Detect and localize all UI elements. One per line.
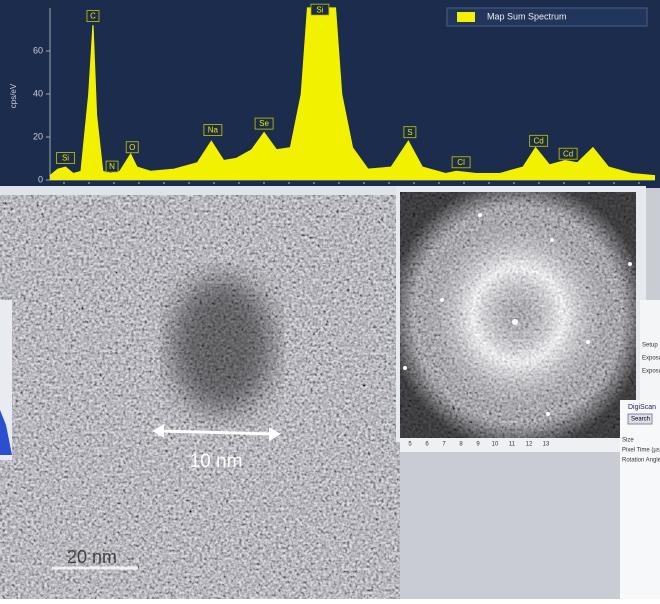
peak-label-box — [86, 10, 100, 22]
legend-label: Map Sum Spectrum — [487, 11, 567, 21]
fft-tick-label: 6 — [425, 442, 429, 448]
y-tick-label: 60 — [33, 45, 43, 55]
x-dot — [413, 182, 415, 184]
x-dot — [438, 182, 440, 184]
peak-label-box — [403, 126, 417, 139]
fft-tick-label: 7 — [442, 442, 446, 448]
panel-field: Exposure — [642, 369, 660, 375]
x-dot — [88, 182, 90, 184]
x-dot — [488, 182, 490, 184]
fft-spots — [403, 213, 632, 416]
nanoparticle — [170, 277, 274, 413]
peak-label: Cd — [563, 149, 573, 158]
peak-label: Cl — [457, 158, 465, 167]
peak-label-box — [529, 134, 549, 147]
fft-tick-label: 9 — [476, 442, 480, 448]
tem-shade — [0, 195, 400, 599]
peak-label-box — [125, 141, 139, 154]
scale-label: 10 nm — [190, 451, 243, 472]
fft-axis-bar — [400, 438, 636, 452]
x-dot — [588, 182, 590, 184]
panel-field: Size — [622, 438, 634, 444]
x-dot — [513, 182, 515, 184]
peak-label-box — [105, 160, 119, 173]
scale-arrow — [152, 424, 281, 441]
peak-label-box — [56, 152, 75, 164]
x-dot — [138, 182, 140, 184]
legend-box — [446, 7, 648, 27]
x-dot — [613, 182, 615, 184]
panel-field: Exposure — [642, 356, 660, 362]
x-dot — [338, 182, 340, 184]
y-tick-label: 40 — [33, 88, 43, 98]
peak-label: Si — [62, 154, 69, 163]
panel-field: Rotation Angle — [622, 458, 660, 464]
x-dot — [388, 182, 390, 184]
left-plot — [0, 410, 12, 455]
peak-label-box — [310, 3, 330, 16]
x-dot — [263, 182, 265, 184]
peak-label: O — [129, 143, 135, 152]
peak-label: S — [407, 128, 412, 137]
x-dot — [563, 182, 565, 184]
fft-tick-label: 13 — [543, 442, 550, 448]
fft-tick-label: 5 — [408, 442, 412, 448]
fft-tick-label: 10 — [492, 442, 499, 448]
peak-label: Se — [259, 119, 269, 128]
search-button[interactable] — [627, 413, 653, 425]
x-dot — [113, 182, 115, 184]
fft-axis: 5 6 7 8 9 10 11 12 13 — [408, 442, 550, 448]
y-tick-label: 0 — [38, 174, 43, 184]
peak-label: C — [90, 12, 96, 21]
y-axis-label: cps/eV — [9, 83, 18, 108]
x-dot — [163, 182, 165, 184]
peak-label: N — [109, 162, 115, 171]
peak-label-box — [558, 147, 578, 160]
scale-text: 20 nm — [67, 547, 117, 567]
panel-field: Pixel Time (µs) — [622, 448, 660, 454]
x-dot — [188, 182, 190, 184]
x-dot — [538, 182, 540, 184]
peak-label: Cd — [534, 136, 544, 145]
x-dot — [638, 182, 640, 184]
digiscan-panel — [620, 400, 660, 599]
panel-field: Setup — [642, 343, 658, 349]
x-dot — [463, 182, 465, 184]
spectrum-chart: 0 20 40 60 cps/eV Map Sum Spectrum Si C N O Na Se Si… — [9, 3, 656, 184]
fft-tick-label: 8 — [459, 442, 463, 448]
peak-label-box — [203, 124, 223, 136]
x-dot — [213, 182, 215, 184]
search-label[interactable]: Search — [631, 417, 650, 423]
legend-swatch — [457, 12, 475, 22]
spectrum-fill — [50, 8, 655, 180]
x-dot — [63, 182, 65, 184]
panel-fields: Setup Exposure Exposure Size Pixel Time (µs)… — [622, 343, 660, 464]
x-dot — [288, 182, 290, 184]
panel-title: DigiScan — [628, 404, 656, 411]
fft-tick-label: 11 — [509, 442, 516, 448]
x-dot — [238, 182, 240, 184]
x-dot — [363, 182, 365, 184]
peak-label-box — [451, 156, 471, 169]
spectrum-line — [49, 7, 656, 177]
window-bar — [0, 186, 400, 195]
peak-label: Na — [208, 126, 219, 135]
y-tick-label: 20 — [33, 131, 43, 141]
x-dot — [313, 182, 315, 184]
fft-halo — [400, 192, 636, 438]
peak-label-box — [254, 117, 274, 130]
fft-tick-label: 12 — [526, 442, 533, 448]
peak-label: Si — [316, 5, 323, 14]
